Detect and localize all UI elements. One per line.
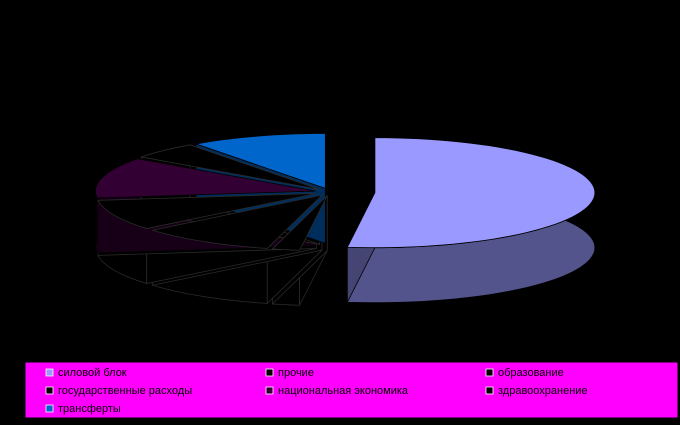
legend-swatch: [45, 404, 54, 413]
legend: силовой блок прочие образование государстве…: [45, 367, 588, 415]
legend-label: здравоохранение: [498, 385, 588, 397]
slice: [195, 133, 326, 189]
legend-label: образование: [498, 367, 564, 379]
slice: [97, 193, 317, 229]
legend-swatch: [485, 368, 494, 377]
legend-box: [24, 361, 679, 419]
legend-label: силовой блок: [58, 367, 127, 379]
legend-label: национальная экономика: [278, 385, 409, 397]
legend-label: прочие: [278, 367, 314, 379]
slice: [141, 144, 320, 190]
legend-swatch: [45, 386, 54, 395]
legend-label: трансферты: [58, 403, 121, 415]
pie: [95, 133, 596, 306]
slice: [346, 137, 596, 249]
slice: [152, 194, 324, 249]
legend-swatch: [265, 386, 274, 395]
legend-swatch: [485, 386, 494, 395]
legend-swatch: [265, 368, 274, 377]
slice: [271, 195, 328, 251]
slice: [95, 158, 316, 199]
legend-swatch: [45, 368, 54, 377]
legend-label: государственные расходы: [58, 385, 192, 397]
